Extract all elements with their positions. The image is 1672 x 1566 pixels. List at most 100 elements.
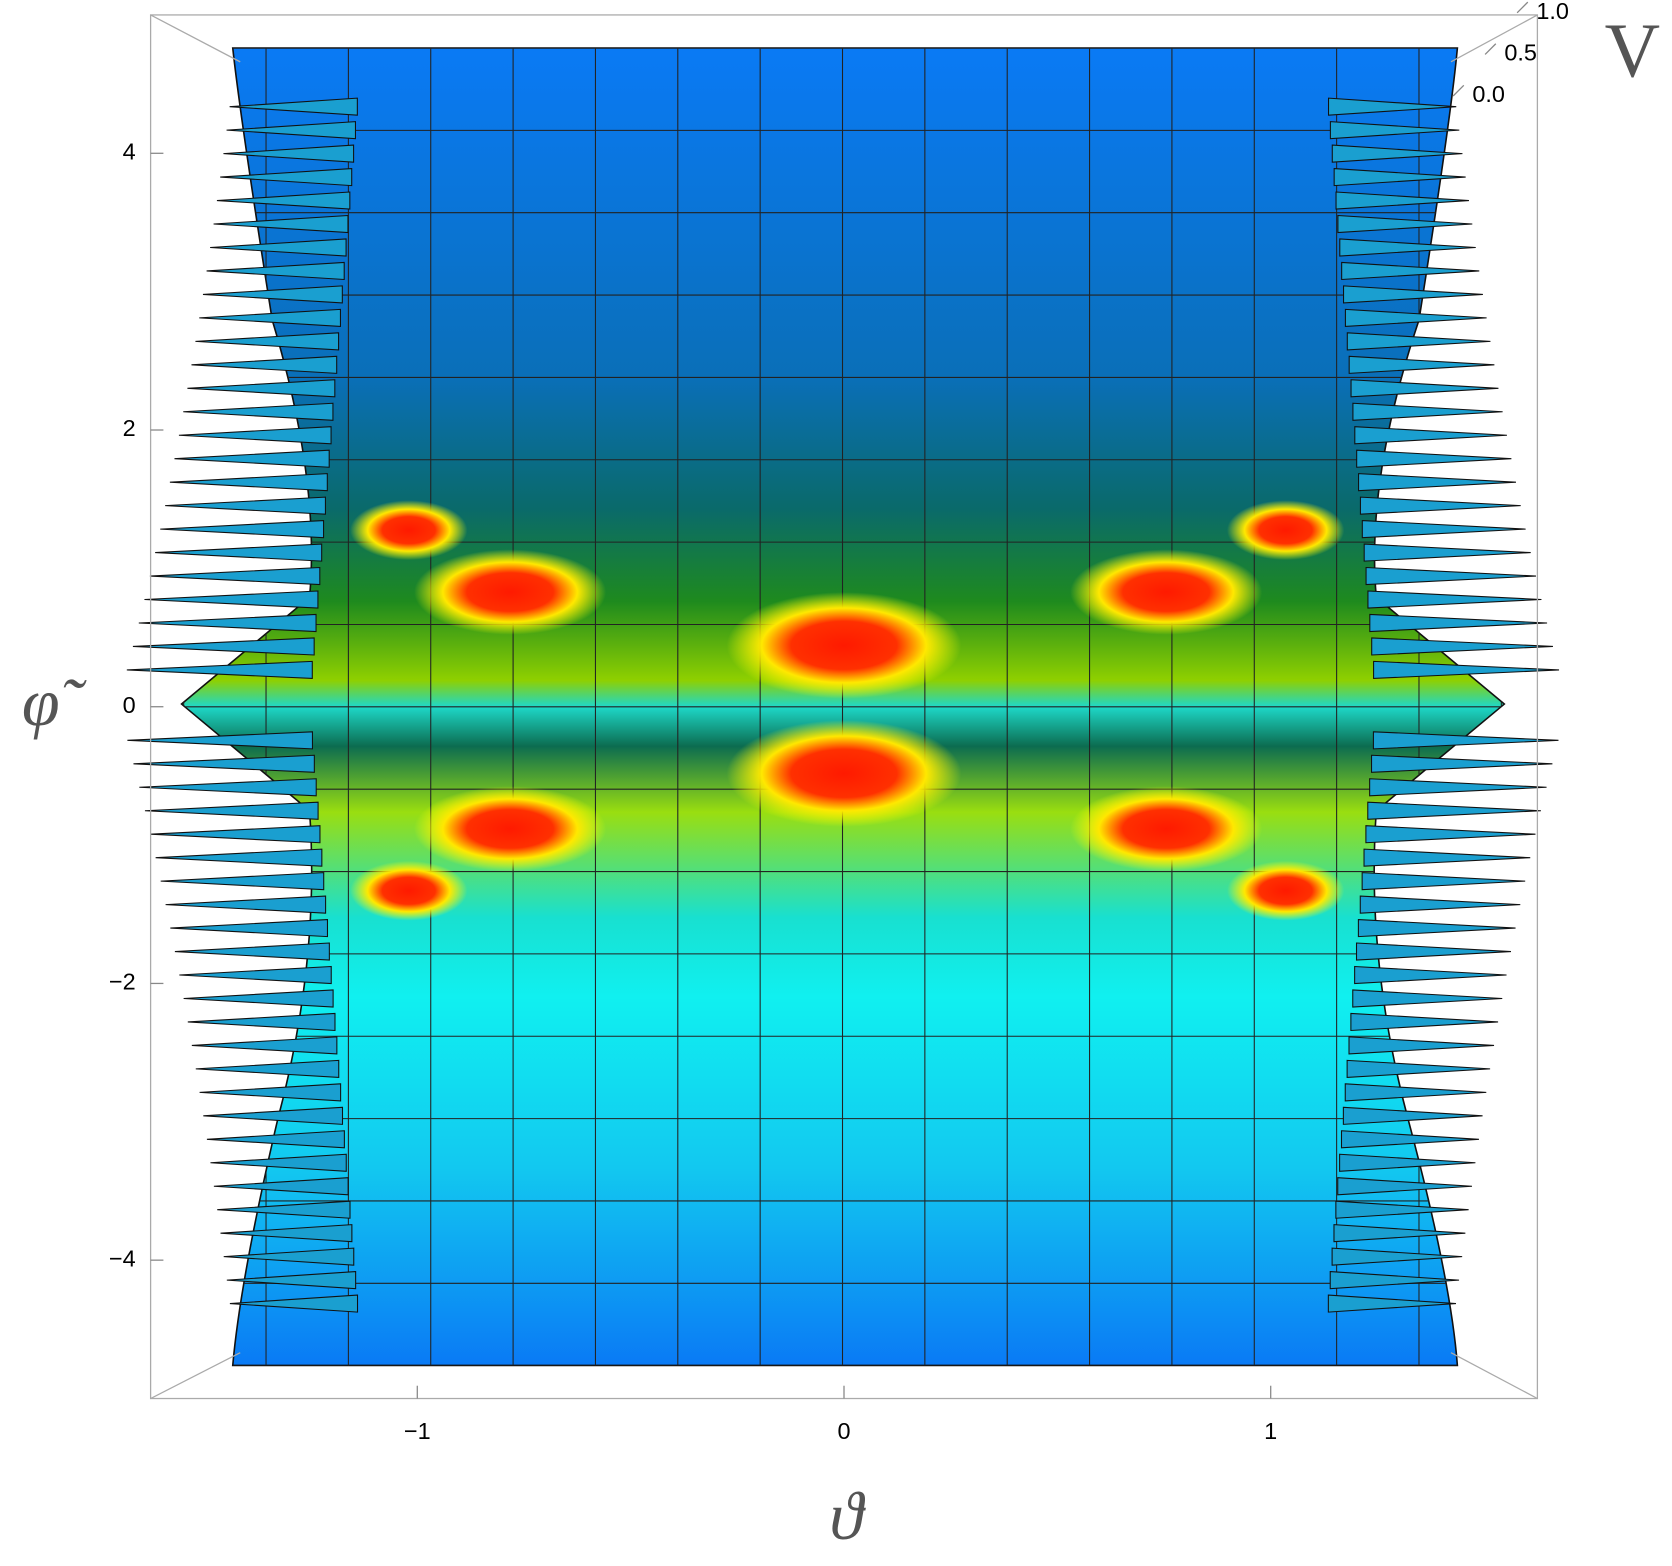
fin xyxy=(1367,590,1542,609)
fin xyxy=(1350,379,1499,398)
fin xyxy=(1327,97,1457,116)
fin xyxy=(229,1294,359,1313)
fin xyxy=(213,214,349,234)
fin xyxy=(1363,848,1531,867)
fin xyxy=(1340,1130,1479,1149)
fin xyxy=(187,379,336,398)
y-tick-label: 0 xyxy=(123,692,136,718)
fin xyxy=(1343,285,1483,304)
fin xyxy=(210,1153,347,1172)
fin xyxy=(183,989,334,1008)
fin xyxy=(1335,1200,1469,1219)
fin xyxy=(206,1130,345,1149)
fin xyxy=(1359,496,1521,515)
fin xyxy=(1365,566,1537,586)
z-axis-label: V xyxy=(1605,8,1660,93)
fin xyxy=(1369,778,1547,797)
fin xyxy=(220,167,353,187)
fin xyxy=(216,191,351,210)
z-tick xyxy=(1516,1,1529,14)
fin xyxy=(191,355,338,374)
fin xyxy=(1352,402,1503,421)
fin xyxy=(127,731,313,750)
x-tick-label: 1 xyxy=(1264,1418,1277,1444)
fin xyxy=(1358,473,1517,492)
fin xyxy=(149,566,321,586)
fin xyxy=(1354,426,1507,445)
fin xyxy=(1354,965,1507,985)
fin xyxy=(1337,214,1473,234)
fin xyxy=(1335,191,1469,210)
fin xyxy=(132,637,315,656)
fin xyxy=(1352,989,1503,1008)
y-tick-label: 2 xyxy=(123,415,136,441)
fin xyxy=(1355,942,1511,961)
fin xyxy=(160,872,325,891)
y-tick-label: 4 xyxy=(123,138,136,164)
fin xyxy=(1361,520,1526,539)
fin xyxy=(199,1083,342,1102)
fin xyxy=(195,332,340,351)
fin xyxy=(1344,308,1487,327)
fin xyxy=(165,496,326,515)
fin xyxy=(1339,238,1476,257)
fin xyxy=(226,121,357,140)
fin xyxy=(1333,1224,1466,1243)
fin xyxy=(160,520,325,539)
fin xyxy=(191,1036,338,1055)
fin xyxy=(1372,731,1559,750)
fin xyxy=(206,261,345,281)
fin xyxy=(1373,660,1560,680)
fin xyxy=(169,473,328,492)
fin xyxy=(1348,1036,1495,1055)
fin xyxy=(1331,144,1463,163)
fin xyxy=(1339,1153,1476,1172)
fin xyxy=(229,97,358,116)
fin xyxy=(1371,754,1553,773)
z-tick xyxy=(1452,84,1465,97)
fin xyxy=(1331,1247,1463,1266)
fin xyxy=(174,449,330,468)
fin xyxy=(187,1012,336,1032)
fin xyxy=(1369,613,1548,633)
fin xyxy=(1365,825,1536,844)
fin xyxy=(170,918,329,938)
fin xyxy=(174,942,330,961)
x-axis-label: ϑ xyxy=(829,1478,866,1554)
fin xyxy=(144,590,319,609)
fin xyxy=(223,144,355,163)
fin xyxy=(217,1200,351,1219)
fin xyxy=(1346,1059,1491,1078)
fin xyxy=(213,1177,349,1196)
fin xyxy=(1357,918,1516,938)
fin xyxy=(139,778,317,797)
fin xyxy=(155,848,323,867)
y-axis-label: φ̃ xyxy=(22,664,87,740)
fin xyxy=(226,1271,357,1290)
fin xyxy=(203,1106,344,1125)
fin xyxy=(1348,355,1495,374)
fin xyxy=(178,426,332,445)
fin xyxy=(202,285,343,304)
fin xyxy=(1359,895,1521,914)
z-tick xyxy=(1484,43,1497,55)
fin xyxy=(183,402,334,421)
fin xyxy=(1371,637,1553,656)
fin xyxy=(223,1247,355,1266)
fin xyxy=(199,308,341,327)
fin xyxy=(210,238,347,257)
fin xyxy=(179,965,332,985)
fin xyxy=(1367,801,1541,820)
x-tick-label: 0 xyxy=(837,1418,850,1444)
z-tick-label: 0.0 xyxy=(1472,81,1505,107)
fin xyxy=(150,825,321,844)
fin xyxy=(1329,121,1460,140)
fin xyxy=(1337,1177,1473,1196)
fin xyxy=(1327,1294,1457,1313)
fin xyxy=(144,801,319,820)
fin xyxy=(1346,332,1491,351)
fin xyxy=(1356,449,1512,468)
fin xyxy=(1333,167,1466,187)
fin xyxy=(195,1059,340,1078)
